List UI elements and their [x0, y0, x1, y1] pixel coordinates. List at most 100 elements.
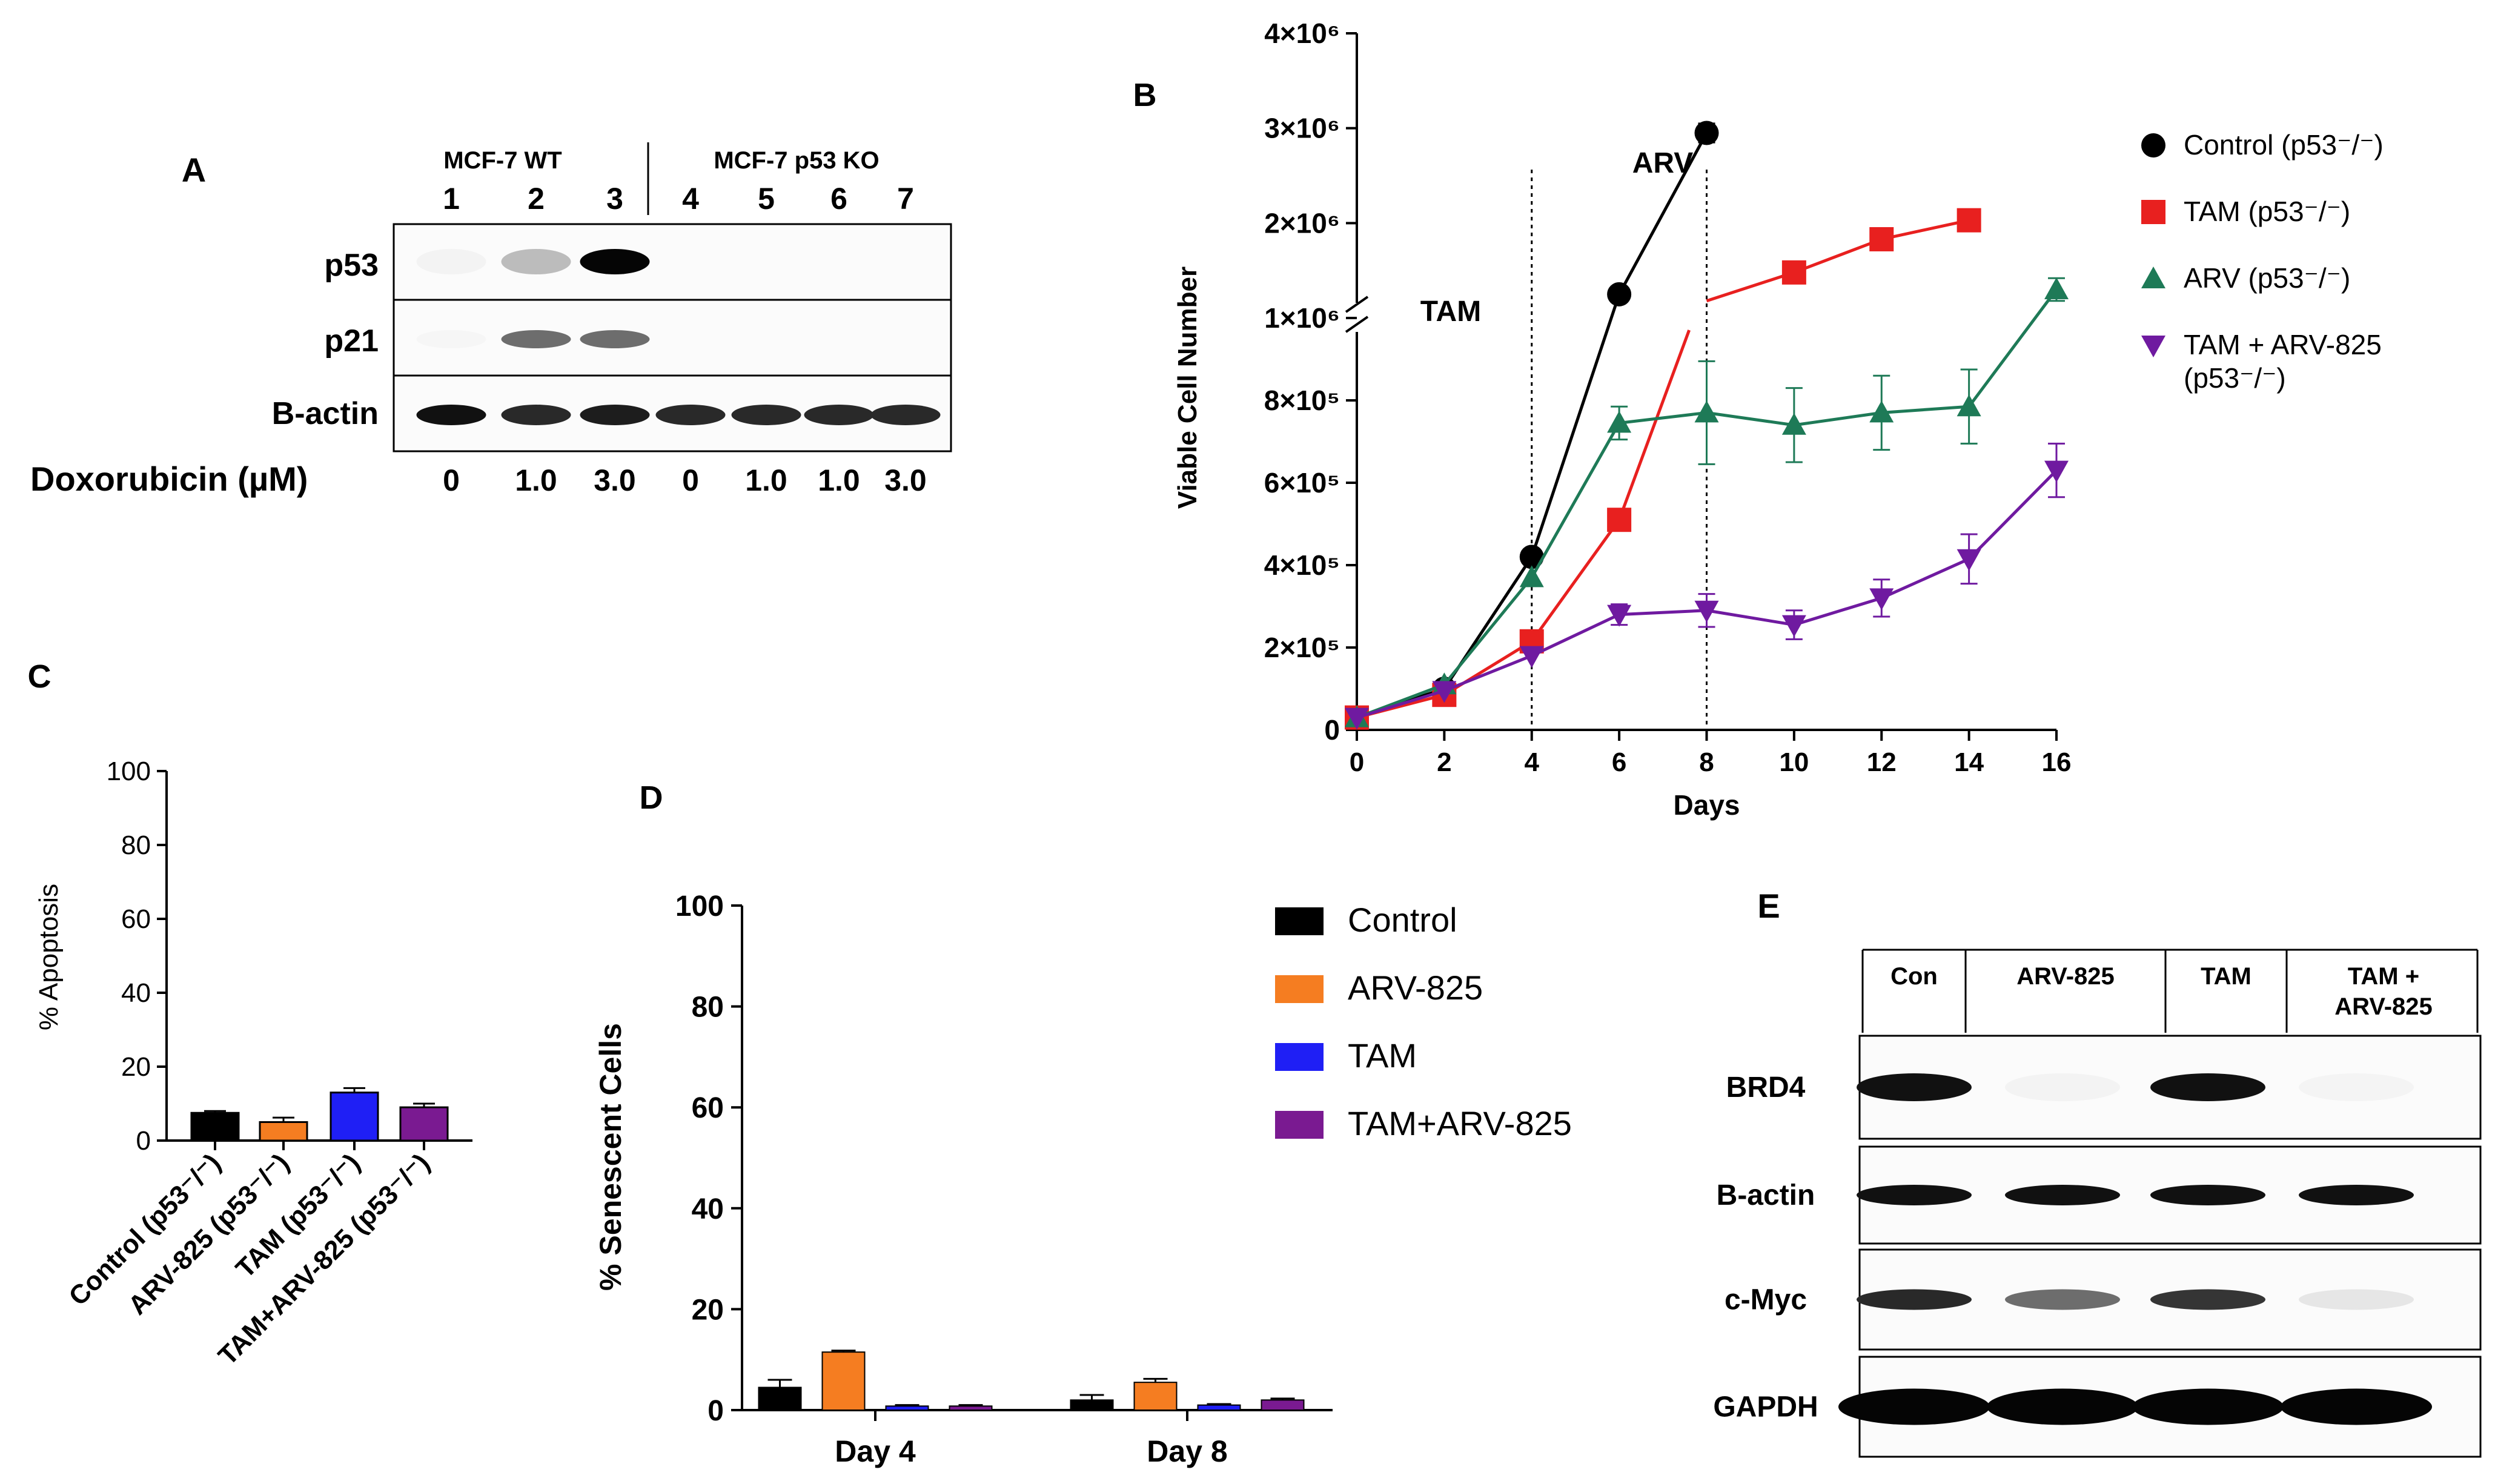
data-point — [1869, 588, 1894, 611]
y-tick-label: 100 — [107, 757, 151, 786]
data-point — [1694, 121, 1719, 145]
y-tick-label: 40 — [692, 1193, 724, 1225]
legend-label: ARV (p53⁻/⁻) — [2184, 262, 2350, 294]
lane-header: Con — [1890, 963, 1938, 990]
blot-band — [2281, 1388, 2432, 1425]
x-tick-label: 16 — [2042, 747, 2072, 777]
blot-band — [804, 405, 874, 425]
blot-band — [2299, 1185, 2414, 1205]
legend-label: ARV-825 — [1348, 969, 1483, 1007]
category-label: Day 8 — [1147, 1434, 1227, 1468]
dose-row: 0 1.0 3.0 0 1.0 1.0 3.0 — [443, 463, 927, 497]
legend-label: Control (p53⁻/⁻) — [2184, 129, 2384, 161]
data-point — [1957, 549, 1981, 571]
legend-marker — [2141, 200, 2165, 224]
dose-value: 0 — [443, 463, 460, 497]
dose-value: 0 — [682, 463, 699, 497]
blot-band — [1857, 1073, 1972, 1101]
bar — [399, 1106, 449, 1142]
dose-value: 1.0 — [818, 463, 860, 497]
y-tick-label: 0 — [136, 1126, 151, 1156]
legend-label: TAM + ARV-825 — [2184, 329, 2382, 360]
y-tick-label: 4×10⁵ — [1264, 549, 1340, 581]
y-tick-label: 80 — [121, 830, 151, 860]
data-point — [1781, 615, 1806, 637]
blot-band — [1987, 1388, 2138, 1425]
dose-value: 3.0 — [884, 463, 927, 497]
data-point — [1957, 208, 1981, 233]
blot-band — [501, 405, 571, 425]
y-tick-label: 8×10⁵ — [1264, 385, 1340, 416]
legend-swatch — [1275, 907, 1324, 935]
y-tick-label: 3×10⁶ — [1264, 113, 1340, 144]
legend-label-line2: (p53⁻/⁻) — [2184, 362, 2286, 394]
data-point — [2044, 460, 2069, 483]
blot-image — [393, 223, 952, 452]
blot-band — [1857, 1185, 1972, 1205]
blot-band — [1857, 1289, 1972, 1310]
legend-swatch — [1275, 1111, 1324, 1139]
legend-swatch — [1275, 975, 1324, 1003]
bar — [1261, 1399, 1305, 1411]
panel-b-growth-curve: B 0 2×10⁵ 4×10⁵ 6×10⁵ 8×10⁵ 1×10⁶ 2×10⁶ 3×10⁶ 4×… — [1133, 18, 2384, 821]
data-point — [1781, 260, 1806, 285]
data-point — [1519, 565, 1544, 588]
data-point — [1869, 227, 1894, 251]
x-tick-label: 2 — [1437, 747, 1451, 777]
panel-e-western-blot: E Con ARV-825 TAM TAM + ARV-825 BRD4 B-actin c-… — [1713, 887, 2482, 1458]
blot-band — [2150, 1073, 2265, 1101]
data-point — [1607, 411, 1632, 433]
x-tick-label: 8 — [1699, 747, 1714, 777]
dose-value: 1.0 — [745, 463, 787, 497]
dose-value: 3.0 — [594, 463, 636, 497]
lane-number: 5 — [758, 182, 775, 216]
blot-strip-p21 — [393, 299, 952, 377]
x-tick-label: 12 — [1867, 747, 1897, 777]
x-axis-title: Days — [1674, 789, 1740, 821]
x-tick-label: 0 — [1350, 747, 1364, 777]
legend-marker — [2141, 267, 2165, 288]
y-tick-label: 100 — [675, 890, 724, 923]
blot-band — [2005, 1073, 2120, 1101]
blot-band — [501, 249, 571, 274]
lane-number: 3 — [606, 182, 623, 216]
blot-label-p21: p21 — [324, 323, 379, 359]
legend-marker — [2141, 133, 2165, 157]
bar — [821, 1351, 866, 1411]
blot-band — [416, 249, 486, 274]
axis-break-mark — [1345, 296, 1369, 333]
data-point — [1519, 646, 1544, 668]
group-label-ko: MCF-7 p53 KO — [714, 147, 879, 174]
y-tick-label: 0 — [1324, 714, 1340, 746]
panel-d-senescence: D 0 20 40 60 80 100 % Senescent Cells Day 4 Day … — [594, 780, 1572, 1468]
y-tick-label: 4×10⁶ — [1264, 18, 1340, 49]
lane-header: TAM + — [2348, 963, 2419, 990]
y-tick-label: 60 — [692, 1092, 724, 1124]
panel-d-letter: D — [640, 780, 663, 816]
lane-number: 7 — [897, 182, 914, 216]
legend-label: TAM+ARV-825 — [1348, 1104, 1572, 1142]
panel-c-letter: C — [28, 658, 51, 695]
series-line — [1356, 219, 1970, 720]
lane-number-row: 1 2 3 4 5 6 7 — [443, 182, 914, 216]
data-point — [1345, 707, 1369, 730]
data-point — [1781, 412, 1806, 435]
legend-label: TAM (p53⁻/⁻) — [2184, 196, 2350, 227]
bar — [1197, 1404, 1241, 1411]
blot-label-actin: Β-actin — [272, 396, 379, 431]
lane-number: 2 — [528, 182, 545, 216]
blot-band — [2132, 1388, 2284, 1425]
data-point — [1869, 400, 1894, 423]
legend-label: TAM — [1348, 1036, 1417, 1075]
blot-band — [655, 405, 726, 425]
blot-band — [416, 405, 486, 425]
treatment-annotation: TAM — [1420, 296, 1481, 328]
lane-number: 6 — [830, 182, 847, 216]
y-axis-title: % Apoptosis — [34, 884, 64, 1030]
x-tick-label: 10 — [1779, 747, 1809, 777]
lane-header: TAM — [2201, 963, 2251, 990]
blot-row-label: B-actin — [1717, 1179, 1815, 1211]
y-tick-label: 20 — [121, 1052, 151, 1082]
data-point — [1432, 681, 1457, 703]
lane-number: 1 — [443, 182, 460, 216]
